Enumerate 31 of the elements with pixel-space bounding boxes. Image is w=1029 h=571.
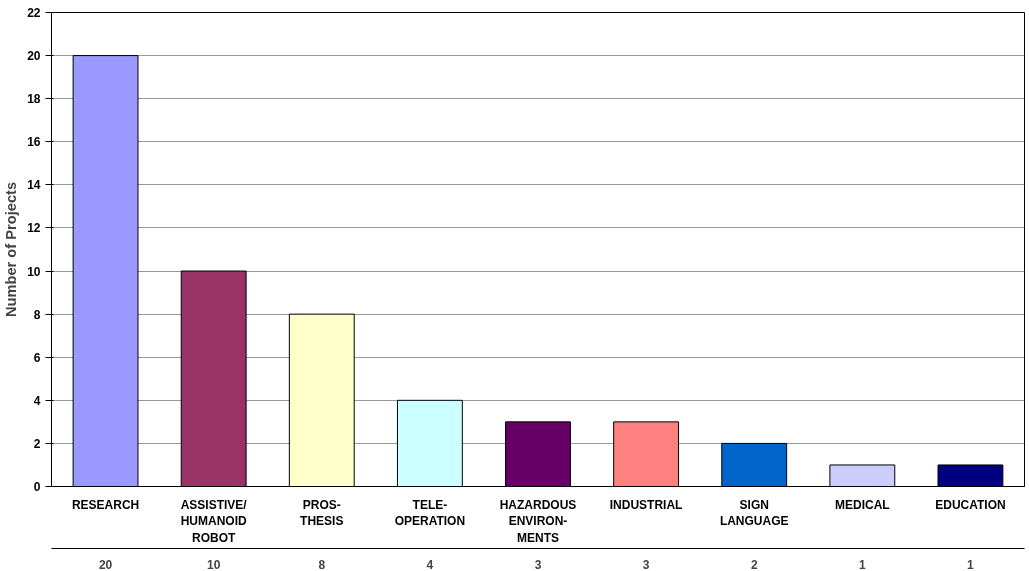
x-tick-label: INDUSTRIAL xyxy=(609,497,683,512)
x-tick-label: ASSISTIVE/ HUMANOID ROBOT xyxy=(180,497,248,546)
y-tick-label: 6 xyxy=(33,350,41,365)
data-label: 4 xyxy=(426,557,434,571)
x-tick-label: MEDICAL xyxy=(835,497,890,512)
y-tick-label: 16 xyxy=(27,135,41,150)
x-tick-label: HAZARDOUS ENVIRON- MENTS xyxy=(499,497,577,546)
x-tick-label: SIGN LANGUAGE xyxy=(719,497,789,529)
y-tick-label: 22 xyxy=(27,6,41,20)
y-axis-title: Number of Projects xyxy=(3,181,20,318)
data-label: 8 xyxy=(318,557,326,571)
y-tick-label: 14 xyxy=(27,178,41,193)
y-tick-label: 20 xyxy=(27,49,41,64)
x-tick-label: PROS- THESIS xyxy=(300,497,344,529)
y-tick-label: 12 xyxy=(27,221,41,236)
data-label: 2 xyxy=(750,557,758,571)
data-label: 20 xyxy=(98,557,113,571)
x-tick-label: RESEARCH xyxy=(71,497,140,512)
data-label: 1 xyxy=(967,557,975,571)
y-tick-label: 2 xyxy=(33,436,41,451)
x-tick-label: EDUCATION xyxy=(935,497,1006,512)
y-tick-label: 8 xyxy=(33,307,41,322)
y-tick-label: 18 xyxy=(27,92,41,107)
x-tick-label: TELE- OPERATION xyxy=(394,497,466,529)
data-label: 3 xyxy=(642,557,650,571)
data-label: 3 xyxy=(534,557,542,571)
y-tick-label: 0 xyxy=(33,480,41,494)
data-label: 10 xyxy=(206,557,221,571)
y-tick-label: 10 xyxy=(27,264,41,279)
y-tick-label: 4 xyxy=(33,393,41,408)
data-label: 1 xyxy=(859,557,866,571)
